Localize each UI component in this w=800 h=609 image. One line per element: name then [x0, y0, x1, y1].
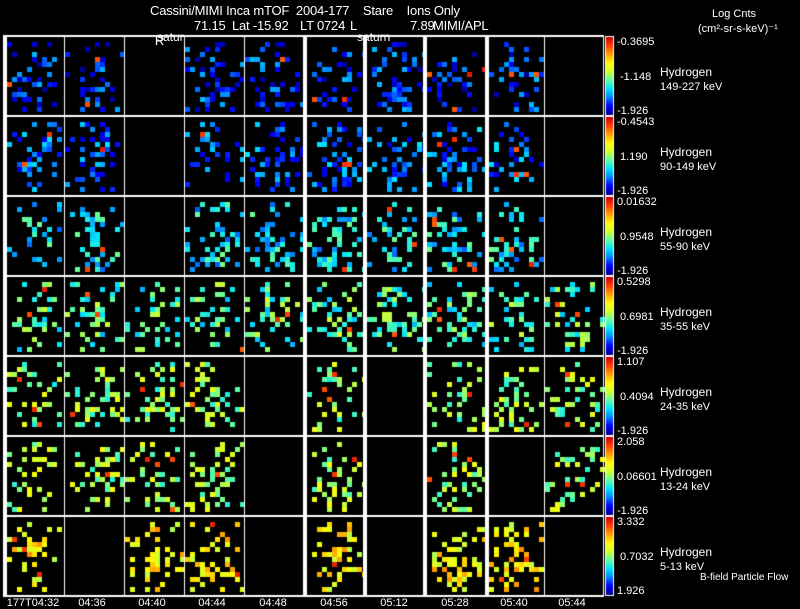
l-subscript: saturn [357, 30, 391, 44]
l-value: 7.89 [410, 18, 435, 33]
r-subscript: satur [157, 30, 184, 44]
time-tick-label: 04:36 [78, 597, 106, 609]
footnote: B-field Particle Flow [700, 572, 789, 583]
colorbar-max-label: 0.01632 [617, 196, 657, 208]
time-tick-label: 04:56 [320, 597, 348, 609]
time-tick-label: 04:48 [259, 597, 287, 609]
channel-energy: 90-149 keV [660, 161, 717, 173]
r-value: 71.15 [194, 18, 226, 33]
channel-energy: 13-24 keV [660, 481, 711, 493]
lat-value: Lat -15.92 [232, 18, 289, 33]
time-tick-label: 05:12 [380, 597, 408, 609]
colorbar-mid-label: 0.9548 [620, 231, 654, 243]
channel-species: Hydrogen [660, 465, 713, 479]
colorbar-min-label: -1.926 [617, 185, 649, 197]
l-label: L [350, 18, 358, 33]
colorbar-min-label: -1.926 [617, 105, 649, 117]
colorbar-max-label: 3.332 [617, 516, 645, 528]
colorbar-units: (cm²-sr-s-keV)⁻¹ [698, 23, 778, 35]
channel-energy: 24-35 keV [660, 401, 711, 413]
colorbar-max-label: -0.3695 [617, 36, 655, 48]
colorbar-mid-label: 0.6981 [620, 311, 654, 323]
colorbar-mid-label: 0.06601 [617, 471, 657, 483]
colorbar-max-label: 0.5298 [617, 276, 651, 288]
colorbar-mid-label: 1.190 [620, 151, 648, 163]
colorbar-mid-label: 0.7032 [620, 551, 654, 563]
channel-energy: 35-55 keV [660, 321, 711, 333]
time-tick-label: 05:40 [500, 597, 528, 609]
channel-energy: 55-90 keV [660, 241, 711, 253]
channel-energy: 149-227 keV [660, 81, 723, 93]
channel-species: Hydrogen [660, 225, 713, 239]
colorbar-min-label: -1.926 [617, 265, 649, 277]
time-tick-label: 05:28 [441, 597, 469, 609]
r-label: R [154, 33, 165, 48]
colorbar-mid-label: -1.148 [620, 71, 652, 83]
chart-subtitle: R [148, 18, 164, 48]
channel-species: Hydrogen [660, 65, 713, 79]
time-tick-label: 04:40 [138, 597, 166, 609]
channel-species: Hydrogen [660, 385, 713, 399]
channel-species: Hydrogen [660, 305, 713, 319]
colorbar-max-label: 1.107 [617, 356, 645, 368]
channel-species: Hydrogen [660, 545, 713, 559]
colorbar-min-label: 1.926 [617, 585, 645, 597]
colorbar-max-label: -0.4543 [617, 116, 655, 128]
colorbar-min-label: -1.926 [617, 425, 649, 437]
colorbar-title: Log Cnts [712, 8, 757, 20]
time-tick-label: 04:44 [198, 597, 226, 609]
lt-value: LT 0724 [300, 18, 346, 33]
colorbar-min-label: -1.926 [617, 505, 649, 517]
time-tick-label: 177T04:32 [6, 597, 60, 609]
colorbar-max-label: 2.058 [617, 436, 645, 448]
chart-title: Cassini/MIMI Inca mTOF 2004-177 Stare Io… [150, 3, 460, 18]
credit: MIMI/APL [433, 18, 489, 33]
colorbar-min-label: -1.926 [617, 345, 649, 357]
colorbar-mid-label: 0.4094 [620, 391, 654, 403]
channel-energy: 5-13 keV [660, 561, 705, 573]
time-tick-label: 05:44 [558, 597, 586, 609]
channel-species: Hydrogen [660, 145, 713, 159]
